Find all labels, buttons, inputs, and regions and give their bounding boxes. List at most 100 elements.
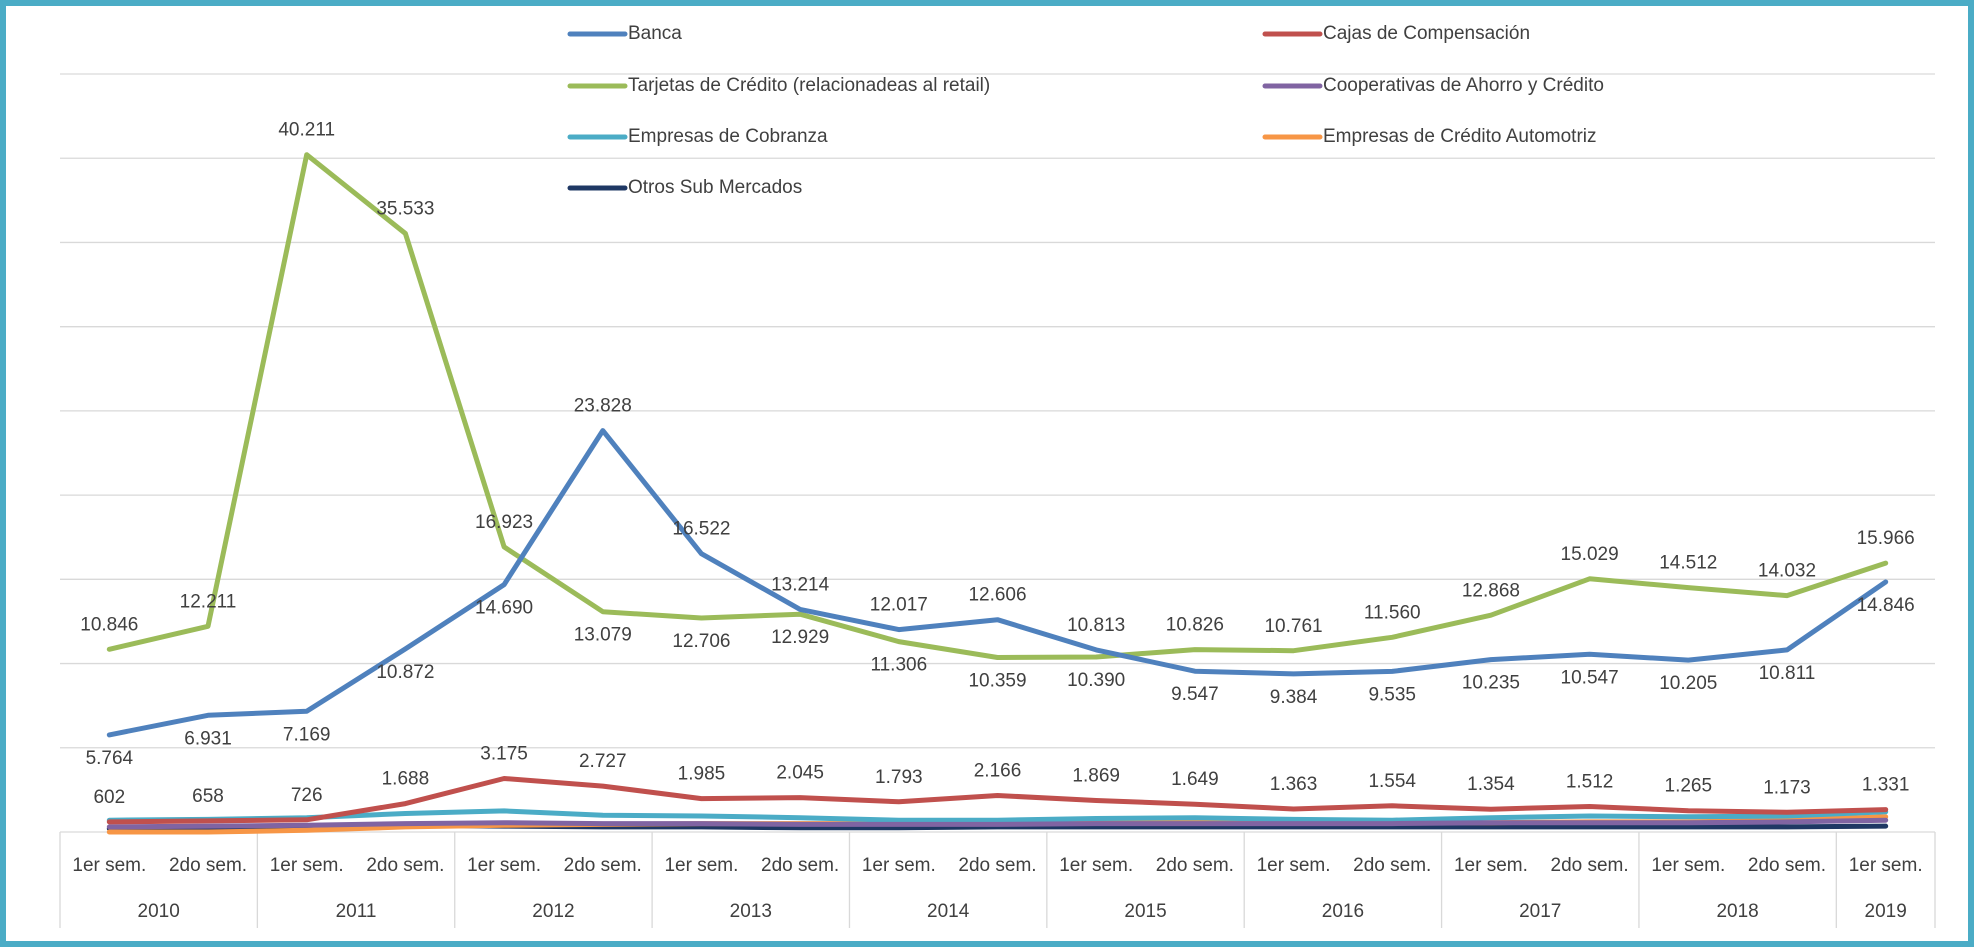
series-line [106,776,1889,825]
data-label: 12.211 [180,591,237,612]
data-label: 40.211 [278,120,335,141]
data-label: 11.306 [870,655,927,676]
data-label: 3.175 [480,744,528,765]
data-label: 1.554 [1368,771,1416,792]
data-label: 1.688 [382,769,430,790]
data-label: 12.606 [968,585,1026,606]
data-label: 7.169 [283,724,331,745]
data-label: 15.029 [1561,544,1619,565]
x-tick-label: 1er sem. [1651,855,1725,876]
x-tick-label: 1er sem. [270,855,344,876]
x-tick-label: 2do sem. [1748,855,1826,876]
data-label: 15.966 [1857,528,1915,549]
x-tick-label: 2do sem. [1551,855,1629,876]
data-label: 1.354 [1467,774,1515,795]
x-tick-label: 1er sem. [1454,855,1528,876]
data-label: 658 [192,786,224,807]
data-label: 12.868 [1462,580,1520,601]
x-tick-label: 2do sem. [564,855,642,876]
data-label: 16.923 [475,512,533,533]
x-tick-label: 2do sem. [1156,855,1234,876]
data-label: 9.535 [1368,684,1416,705]
data-label: 14.690 [475,598,533,619]
data-label: 10.359 [968,671,1026,692]
data-label: 1.649 [1171,769,1219,790]
legend-label: Empresas de Cobranza [628,126,828,147]
data-label: 14.846 [1857,595,1915,616]
x-group-label: 2015 [1124,901,1166,922]
data-label: 1.985 [678,764,726,785]
x-group-label: 2011 [336,901,377,922]
data-label: 14.512 [1659,553,1717,574]
data-label: 14.032 [1758,561,1816,582]
x-group-label: 2017 [1519,901,1561,922]
data-label: 2.166 [974,761,1022,782]
x-group-label: 2014 [927,901,970,922]
data-label: 9.384 [1270,687,1318,708]
x-tick-label: 1er sem. [664,855,738,876]
data-label: 10.872 [376,662,434,683]
data-label: 11.560 [1364,602,1421,623]
data-label: 1.363 [1270,774,1318,795]
data-label: 10.547 [1561,667,1619,688]
x-group-label: 2013 [730,901,772,922]
x-tick-label: 2do sem. [169,855,247,876]
data-label: 16.522 [672,519,730,540]
x-group-label: 2016 [1322,901,1364,922]
series-line [106,152,1889,660]
data-label: 12.929 [771,627,829,648]
data-label: 2.045 [776,763,824,784]
x-group-label: 2019 [1865,901,1907,922]
data-label: 1.869 [1072,766,1120,787]
series-line [106,808,1889,823]
legend-label: Cajas de Compensación [1323,23,1530,44]
data-label: 1.331 [1862,775,1910,796]
legend-label: Empresas de Crédito Automotriz [1323,126,1597,147]
x-tick-label: 1er sem. [467,855,541,876]
data-label: 2.727 [579,751,627,772]
x-tick-label: 1er sem. [862,855,936,876]
x-group-label: 2012 [532,901,574,922]
data-label: 12.017 [870,595,928,616]
data-label: 6.931 [184,728,232,749]
x-tick-label: 2do sem. [761,855,839,876]
data-label: 13.214 [771,574,830,595]
data-label: 13.079 [574,625,632,646]
data-label: 602 [93,787,125,808]
data-label: 10.826 [1166,615,1224,636]
data-label: 12.706 [672,631,730,652]
data-label: 1.512 [1566,772,1614,793]
x-tick-label: 2do sem. [366,855,444,876]
x-tick-label: 2do sem. [958,855,1036,876]
data-label: 10.811 [1759,663,1816,684]
x-group-label: 2018 [1716,901,1758,922]
data-label: 10.205 [1659,673,1717,694]
legend-label: Banca [628,23,682,44]
data-label: 10.761 [1264,616,1322,637]
legend-label: Tarjetas de Crédito (relacionadeas al re… [628,75,990,96]
data-label: 10.235 [1462,673,1520,694]
legend-label: Cooperativas de Ahorro y Crédito [1323,75,1604,96]
data-label: 35.533 [376,198,434,219]
data-label: 726 [291,785,323,806]
series-line [106,428,1889,738]
data-label: 10.813 [1067,615,1125,636]
legend-label: Otros Sub Mercados [628,177,802,198]
series-line [106,817,1889,830]
data-label: 10.846 [80,614,138,635]
x-group-label: 2010 [138,901,180,922]
data-label: 9.547 [1171,684,1219,705]
x-tick-label: 1er sem. [1849,855,1923,876]
x-tick-label: 1er sem. [1059,855,1133,876]
data-label: 1.793 [875,767,923,788]
data-label: 1.173 [1763,777,1811,798]
data-label: 10.390 [1067,670,1125,691]
data-label: 1.265 [1665,776,1713,797]
x-tick-label: 1er sem. [1257,855,1331,876]
data-label: 23.828 [574,396,632,417]
x-tick-label: 1er sem. [72,855,146,876]
x-tick-label: 2do sem. [1353,855,1431,876]
